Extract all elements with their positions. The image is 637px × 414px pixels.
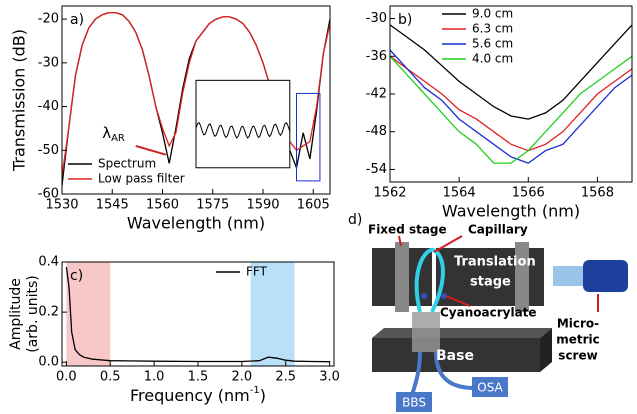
x-tick-label: 1575 [196, 198, 229, 213]
y-tick-label: -42 [366, 87, 387, 102]
series-line [389, 55, 633, 152]
inset-curve [195, 121, 291, 139]
y-tick-label: -50 [38, 143, 59, 158]
annotation: λAR [102, 123, 125, 144]
y-tick-label: -48 [366, 124, 387, 139]
shaded-band [250, 262, 295, 366]
label-cyanoacrylate: Cyanoacrylate [440, 306, 537, 320]
capillary-loop [414, 247, 445, 313]
legend-label: Spectrum [98, 157, 156, 171]
shaded-band [66, 262, 111, 366]
pointer [398, 235, 402, 247]
label-capillary: Capillary [468, 223, 528, 237]
x-axis-label-sup: -1 [250, 385, 260, 396]
series-line [389, 24, 633, 120]
label-fixed-stage: Fixed stage [368, 223, 447, 237]
screw-shaft [553, 266, 583, 286]
x-tick-label: 1564 [443, 186, 476, 201]
label-screw: metric [556, 333, 600, 347]
osa-box [472, 377, 508, 397]
legend-label: Low pass filter [98, 172, 185, 186]
x-tick-label: 2.0 [232, 370, 253, 385]
legend-label: 4.0 cm [472, 52, 513, 66]
series-line [65, 266, 330, 363]
base-top [372, 328, 552, 338]
fiber-holder [412, 312, 440, 352]
label-translation: Translation [454, 255, 536, 270]
base-side [540, 328, 552, 372]
y-tick-label: -20 [38, 12, 59, 27]
label-osa: OSA [477, 381, 503, 395]
panel-label: c) [70, 268, 83, 284]
clamp [515, 242, 529, 312]
y-tick-label: -54 [366, 162, 387, 177]
bbs-box [396, 392, 432, 412]
label-screw: Micro- [557, 317, 599, 331]
base-block [372, 338, 540, 372]
y-tick-label: 0.2 [38, 305, 59, 320]
x-tick-label: 1605 [297, 198, 330, 213]
y-tick-label: -30 [38, 55, 59, 70]
y-tick-label: -40 [38, 99, 59, 114]
x-tick-label: 3.0 [319, 370, 340, 385]
y-tick-label: -60 [38, 187, 59, 202]
x-tick-label: 0.0 [56, 370, 77, 385]
y-tick-label: 0.4 [38, 255, 59, 270]
screw-body [583, 260, 628, 292]
panel-label: a) [70, 12, 84, 28]
glue-dot [421, 293, 427, 299]
annotation-arrow [135, 144, 167, 156]
y-axis-label: Transmission (dB) [10, 29, 29, 172]
y-axis-label: Amplitude [8, 278, 24, 350]
label-bbs: BBS [402, 396, 426, 410]
x-tick-label: 1.0 [144, 370, 165, 385]
x-tick-label: 1568 [581, 186, 614, 201]
y-axis-label: (arb. units) [25, 275, 41, 352]
pointer [445, 295, 471, 307]
y-tick-label: -36 [366, 49, 387, 64]
legend-label: 9.0 cm [472, 7, 513, 21]
label-screw: screw [558, 349, 597, 363]
x-axis-label-close: ) [260, 386, 266, 405]
x-tick-label: 1545 [96, 198, 129, 213]
x-axis-label-main: Frequency (nm [130, 386, 250, 405]
label-translation: stage [470, 275, 511, 290]
panel-label: d) [348, 212, 362, 228]
x-tick-label: 1.5 [188, 370, 209, 385]
x-tick-label: 0.5 [100, 370, 121, 385]
glue-dot [441, 293, 447, 299]
series-line [389, 49, 633, 164]
setup-diagram [372, 235, 628, 412]
pointer [433, 235, 463, 253]
y-tick-label: 0.0 [38, 355, 59, 370]
y-tick-label: -30 [366, 11, 387, 26]
label-base: Base [436, 348, 474, 364]
plot-frame [61, 5, 331, 195]
legend-label: FFT [246, 265, 268, 279]
x-axis-label: Wavelength (nm) [127, 214, 265, 233]
legend-label: 6.3 cm [472, 22, 513, 36]
x-tick-label: 1562 [373, 186, 406, 201]
x-tick-label: 1560 [146, 198, 179, 213]
x-tick-label: 1530 [45, 198, 78, 213]
inset-frame [195, 79, 291, 169]
x-tick-label: 1566 [512, 186, 545, 201]
legend-label: 5.6 cm [472, 37, 513, 51]
zoom-box [296, 92, 321, 182]
panel-label: b) [398, 12, 412, 28]
clamp [395, 242, 409, 312]
x-axis-label: Wavelength (nm) [442, 202, 580, 221]
x-tick-label: 1590 [246, 198, 279, 213]
x-tick-label: 2.5 [275, 370, 296, 385]
series-line [389, 55, 633, 164]
x-axis-label: Frequency (nm-1) [130, 385, 266, 405]
annotation-symbol: λ [102, 123, 111, 141]
annotation-sub: AR [111, 133, 125, 144]
